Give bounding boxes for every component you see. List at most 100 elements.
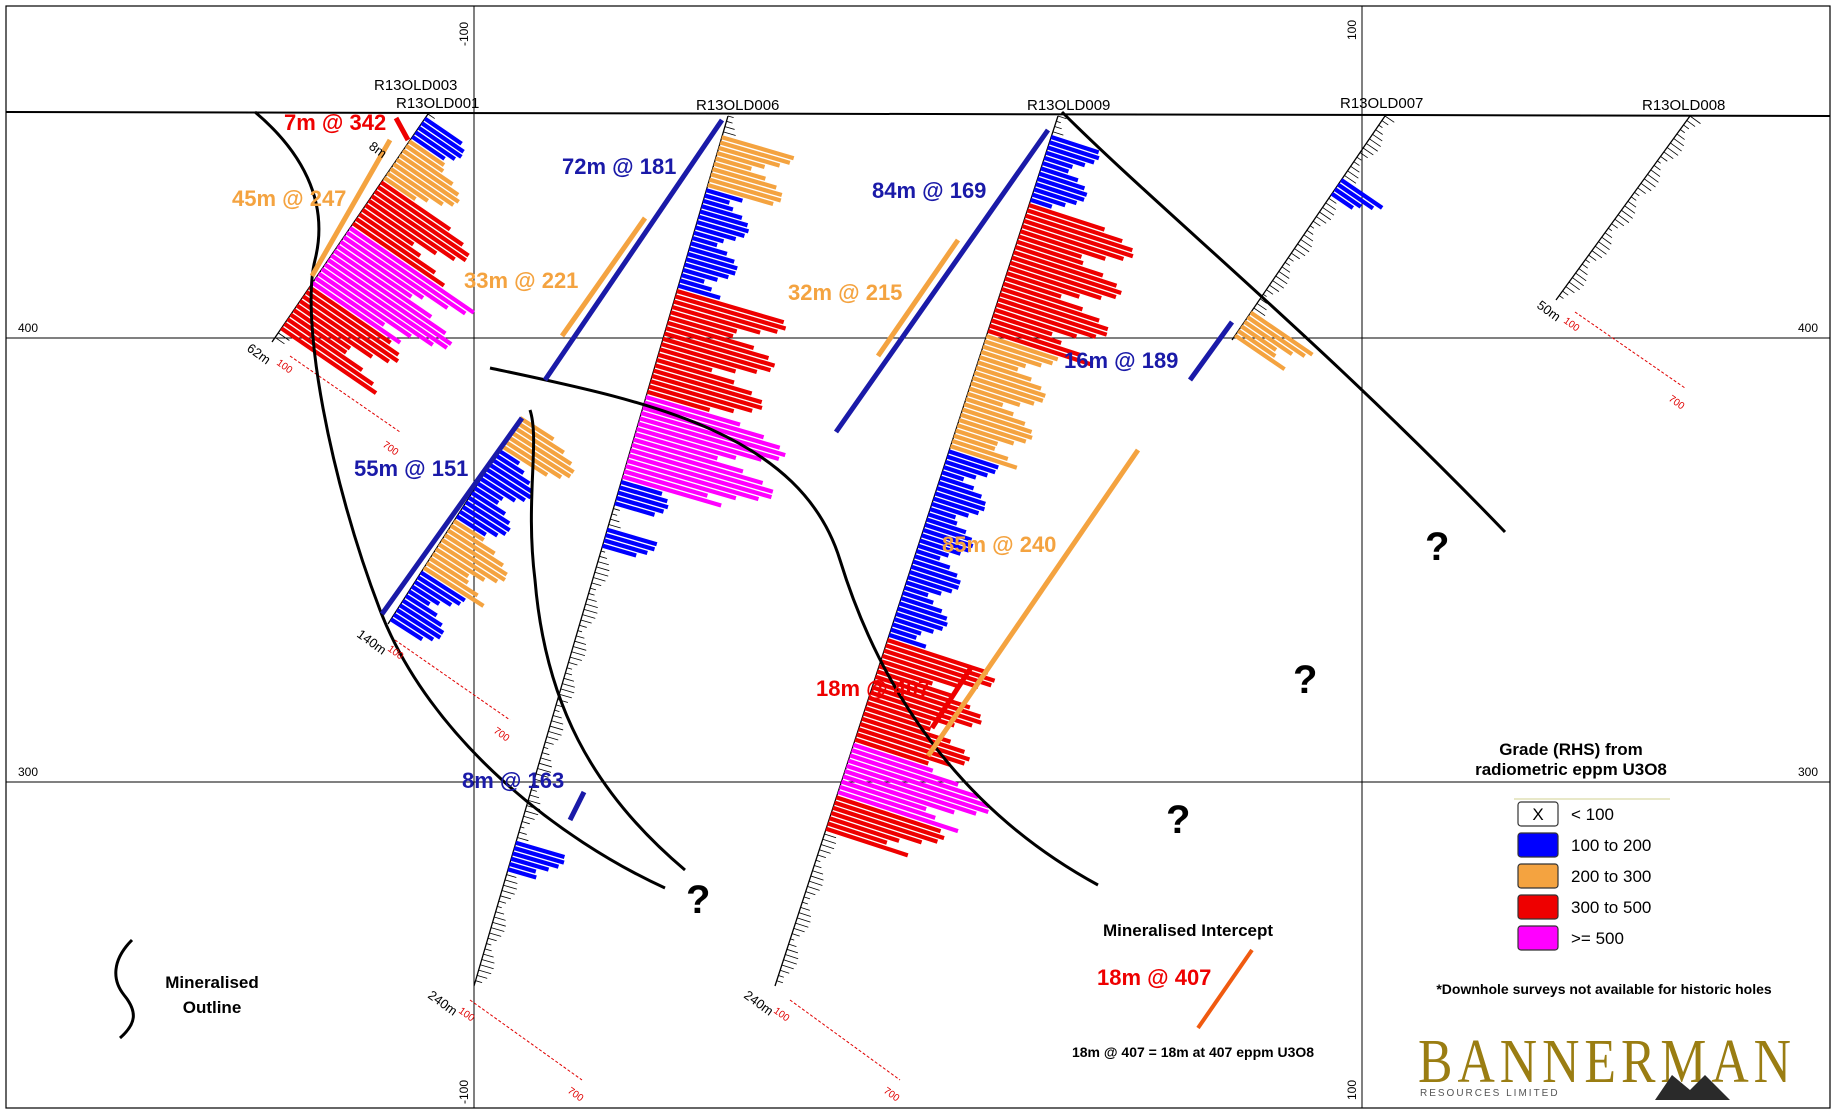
outline-legend: Mineralised Outline xyxy=(114,938,259,1040)
grade-bar xyxy=(546,736,559,741)
grade-bar xyxy=(1647,174,1659,183)
grade-bar xyxy=(898,601,948,621)
intercept-label-32m: 32m @ 215 xyxy=(788,280,902,305)
intercept-line-55m xyxy=(379,416,525,616)
grade-bar xyxy=(423,116,463,146)
grade-bar xyxy=(803,896,811,900)
grade-bar xyxy=(685,257,736,276)
grade-bar xyxy=(956,423,1015,446)
grade-bar xyxy=(727,115,734,119)
grade-bar xyxy=(1052,131,1064,136)
grade-bar xyxy=(411,135,446,161)
legend-item: 100 to 200 xyxy=(1517,832,1651,858)
grade-bar xyxy=(1653,165,1661,171)
grade-bar xyxy=(1381,120,1389,126)
grade-bar xyxy=(713,161,766,181)
intercept-line-7m xyxy=(393,116,411,142)
grade-bar xyxy=(649,379,753,413)
grade-bar xyxy=(694,225,737,242)
question-mark-1: ? xyxy=(1425,525,1449,569)
grade-bar xyxy=(907,575,953,594)
grade-bar xyxy=(569,656,582,661)
grade-bar xyxy=(663,331,776,368)
grade-bar xyxy=(949,444,1018,470)
grade-bar xyxy=(1568,281,1580,291)
grade-bar xyxy=(566,667,573,670)
scale-line-001 xyxy=(394,639,511,721)
grade-bar xyxy=(835,795,942,834)
grade-bar xyxy=(817,854,826,859)
grade-bar xyxy=(699,209,749,228)
grade-bar xyxy=(1011,255,1122,296)
grade-bar xyxy=(660,342,758,374)
intercept-label-85m: 85m @ 240 xyxy=(942,532,1056,557)
scale-line-003 xyxy=(289,355,401,433)
grade-bar xyxy=(825,826,909,858)
grade-bar xyxy=(671,304,761,335)
grid-top-label-1: -100 xyxy=(457,22,471,46)
grade-bar xyxy=(389,166,444,207)
grade-bar xyxy=(491,458,531,486)
grade-bar xyxy=(719,140,791,165)
grid-top-label-2: 100 xyxy=(1345,20,1359,40)
scale-line-008 xyxy=(1574,311,1686,389)
grade-bar xyxy=(510,856,550,872)
grade-bar xyxy=(1347,170,1359,179)
grade-bar xyxy=(467,495,511,526)
intercept-labels: 7m @ 342 45m @ 247 72m @ 181 33m @ 221 8… xyxy=(232,110,1178,793)
grid-left-label-300: 300 xyxy=(18,765,38,779)
grade-bar xyxy=(473,486,500,505)
drill-hole-r13old006 xyxy=(473,115,795,987)
grade-bar xyxy=(540,757,552,762)
grade-bar xyxy=(484,948,492,952)
grade-bar xyxy=(274,337,285,345)
legend-title-line2: radiometric eppm U3O8 xyxy=(1475,760,1667,779)
grade-bar xyxy=(614,501,656,517)
grade-bar xyxy=(995,302,1097,339)
scale-line-009 xyxy=(789,999,901,1081)
grade-bar xyxy=(1035,182,1085,202)
grade-bar xyxy=(1001,286,1100,323)
grade-bar xyxy=(707,182,774,207)
intercept-line-18m xyxy=(929,664,975,730)
grade-bar xyxy=(348,226,475,315)
grade-bar xyxy=(977,360,1032,382)
grade-bar xyxy=(551,720,564,725)
grade-bar xyxy=(980,349,1027,369)
grade-bar xyxy=(677,283,721,300)
grade-bar xyxy=(926,517,967,535)
grade-bar xyxy=(716,151,766,169)
grade-bar xyxy=(927,512,958,526)
grade-bar xyxy=(1281,266,1291,273)
intercept-label-55m: 55m @ 151 xyxy=(354,456,468,481)
grade-bar xyxy=(662,336,772,373)
grade-bar xyxy=(1378,124,1383,128)
grade-bar xyxy=(1634,191,1640,197)
grade-bar xyxy=(990,318,1062,346)
grade-bar xyxy=(449,523,496,556)
grade-bar xyxy=(1272,280,1285,289)
grade-bar xyxy=(1038,171,1086,191)
grade-bar xyxy=(1640,182,1652,192)
outline-legend-line2: Outline xyxy=(183,998,242,1017)
grade-bar xyxy=(828,816,900,843)
grade-bar xyxy=(1353,161,1360,166)
grade-bar xyxy=(840,779,927,812)
grade-bar xyxy=(629,448,774,494)
intercept-label-8m: 8m @ 163 xyxy=(462,768,564,793)
grade-bar xyxy=(1611,223,1618,229)
grade-bar xyxy=(673,299,778,334)
grade-bar xyxy=(781,964,794,970)
question-marks: ? ? ? ? xyxy=(686,525,1449,922)
grade-bar xyxy=(594,571,609,577)
grade-bar xyxy=(487,937,497,942)
grade-bar xyxy=(497,906,502,909)
grade-bar xyxy=(1246,315,1306,358)
grade-bar xyxy=(849,753,979,800)
question-mark-3: ? xyxy=(1166,798,1190,842)
intercept-line-85m xyxy=(925,448,1141,758)
grade-bar xyxy=(1004,276,1062,299)
intercept-legend-explanation: 18m @ 407 = 18m at 407 eppm U3O8 xyxy=(1072,1044,1314,1060)
grade-bar xyxy=(1559,295,1564,299)
grade-bar xyxy=(941,470,965,482)
